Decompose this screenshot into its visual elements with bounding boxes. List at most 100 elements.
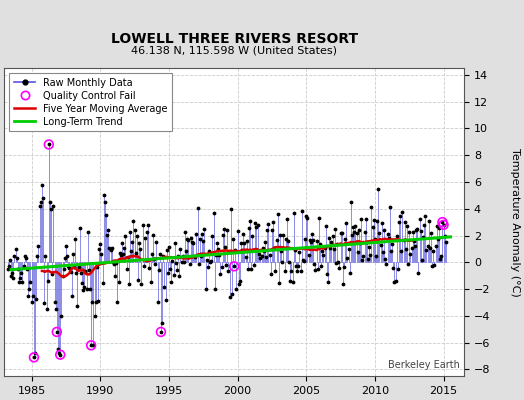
Point (365, 244, 374, 250)
Point (220, 226, 228, 232)
Point (182, 248, 190, 254)
Point (45, 141, 53, 148)
Point (201, 286, 210, 292)
Point (440, 222, 448, 228)
Point (272, 236, 281, 243)
Point (434, 236, 442, 242)
Point (276, 232, 284, 238)
Point (214, 246, 222, 252)
Point (135, 240, 144, 246)
Point (235, 280, 243, 287)
Point (116, 250, 124, 256)
Point (48, 270, 57, 277)
Point (409, 229, 417, 236)
Point (103, 232, 111, 238)
Point (129, 218, 138, 224)
Point (229, 236, 237, 243)
Point (50, 299, 59, 306)
Point (328, 238, 336, 245)
Point (200, 226, 209, 232)
Point (123, 266, 131, 272)
Point (384, 230, 392, 237)
Point (284, 238, 292, 244)
Point (333, 240, 341, 247)
Point (359, 252, 368, 259)
Point (382, 261, 390, 268)
Point (6, 256, 14, 263)
Point (43, 278, 52, 284)
Point (364, 256, 372, 262)
Point (181, 229, 189, 235)
Point (12, 246, 20, 252)
Point (242, 254, 250, 260)
Point (282, 215, 291, 222)
Point (241, 239, 249, 246)
Point (130, 227, 139, 233)
Point (36, 203, 44, 209)
Point (111, 273, 119, 280)
Point (257, 253, 266, 260)
Point (301, 236, 309, 242)
Point (246, 218, 254, 224)
Point (8, 270, 16, 276)
Point (288, 279, 297, 285)
Point (120, 245, 128, 252)
Point (440, 222, 448, 228)
Point (314, 214, 323, 221)
Point (213, 240, 221, 246)
Point (388, 241, 396, 248)
Point (165, 244, 173, 250)
Point (243, 238, 251, 244)
Point (172, 260, 180, 266)
Point (146, 279, 155, 286)
Point (343, 255, 352, 262)
Point (100, 192, 108, 198)
Point (138, 222, 147, 228)
Point (212, 252, 220, 258)
Point (317, 262, 325, 269)
Point (387, 247, 395, 254)
Point (374, 186, 383, 192)
Point (268, 227, 276, 234)
Point (299, 257, 307, 263)
Point (121, 232, 129, 239)
Point (216, 271, 225, 278)
Point (90, 313, 99, 319)
Point (376, 242, 385, 248)
Point (323, 271, 331, 277)
Point (258, 244, 267, 251)
Point (407, 244, 416, 251)
Point (350, 228, 358, 235)
Point (280, 268, 289, 274)
Point (105, 245, 114, 251)
Point (228, 291, 236, 297)
Point (73, 302, 82, 309)
Point (83, 229, 92, 235)
Point (223, 227, 232, 234)
Point (16, 275, 25, 282)
Point (267, 270, 275, 277)
Point (416, 216, 424, 223)
Point (389, 264, 397, 271)
Point (34, 243, 42, 250)
Point (362, 216, 370, 222)
Point (394, 265, 402, 272)
Point (420, 222, 428, 228)
Point (27, 299, 36, 306)
Point (379, 249, 387, 256)
Point (270, 245, 278, 251)
Point (133, 232, 141, 239)
Point (340, 264, 348, 271)
Point (396, 213, 405, 220)
Point (112, 260, 121, 266)
Point (78, 280, 86, 287)
Point (436, 256, 444, 262)
Point (307, 239, 315, 245)
Point (62, 243, 70, 250)
Point (142, 257, 150, 263)
Point (152, 238, 160, 245)
Legend: Raw Monthly Data, Quality Control Fail, Five Year Moving Average, Long-Term Tren: Raw Monthly Data, Quality Control Fail, … (9, 73, 172, 132)
Point (230, 263, 238, 270)
Point (70, 264, 78, 270)
Point (308, 231, 316, 238)
